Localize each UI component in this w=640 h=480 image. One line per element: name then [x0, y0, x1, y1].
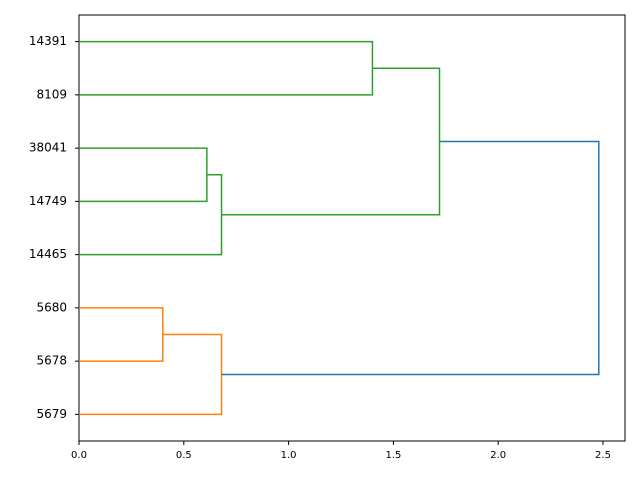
dendrogram-link: [79, 147, 208, 203]
leaf-label: 5679: [36, 407, 67, 421]
leaf-label: 38041: [29, 141, 67, 155]
x-tick-label: 2.5: [595, 450, 611, 461]
x-tick-label: 0.5: [176, 450, 192, 461]
leaf-label: 5680: [36, 300, 67, 314]
leaf-label: 14465: [29, 247, 67, 261]
dendrogram-link: [79, 307, 164, 362]
dendrogram-link: [221, 67, 441, 216]
plot-frame: [78, 14, 626, 442]
x-tick-label: 2.0: [490, 450, 506, 461]
x-tick-label: 0.0: [71, 450, 87, 461]
dendrogram-link: [79, 40, 374, 96]
leaf-label: 5678: [36, 354, 67, 368]
leaf-label: 14391: [29, 34, 67, 48]
leaf-label: 14749: [29, 194, 67, 208]
x-tick-label: 1.0: [281, 450, 297, 461]
dendrogram-link: [79, 333, 223, 416]
x-tick-label: 1.5: [385, 450, 401, 461]
dendrogram-link: [79, 174, 223, 256]
dendrogram-link: [221, 140, 600, 376]
leaf-label: 8109: [36, 87, 67, 101]
